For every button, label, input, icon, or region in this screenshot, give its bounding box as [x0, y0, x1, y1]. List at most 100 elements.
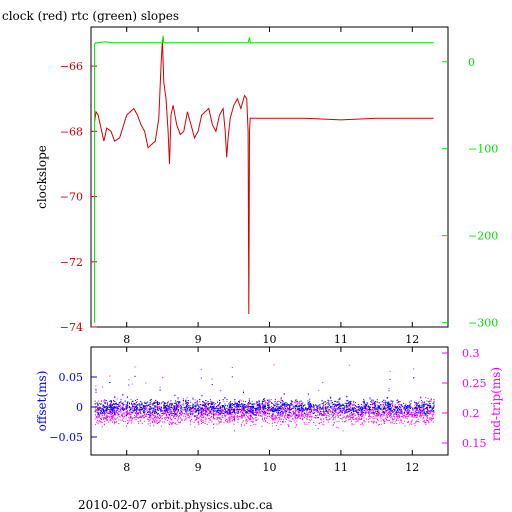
scatter-point: [139, 411, 141, 413]
scatter-point: [280, 418, 282, 420]
scatter-point: [202, 413, 204, 415]
scatter-point: [154, 417, 156, 419]
scatter-point: [363, 420, 365, 422]
scatter-point: [145, 415, 146, 417]
scatter-point: [365, 404, 367, 406]
scatter-point: [347, 400, 349, 402]
scatter-point: [389, 415, 391, 417]
scatter-point: [235, 406, 237, 408]
scatter-point: [308, 412, 310, 413]
scatter-point: [154, 401, 156, 403]
scatter-point: [123, 412, 125, 414]
scatter-point: [300, 400, 302, 402]
scatter-point: [231, 409, 232, 411]
scatter-point: [401, 404, 403, 406]
scatter-point: [406, 418, 408, 420]
scatter-point: [177, 398, 179, 400]
scatter-point: [267, 407, 269, 409]
scatter-point: [211, 413, 213, 415]
scatter-point: [217, 409, 219, 411]
scatter-point: [393, 410, 395, 412]
scatter-point: [339, 410, 341, 412]
scatter-point: [272, 409, 274, 411]
scatter-point: [350, 418, 351, 420]
scatter-point: [284, 415, 286, 416]
scatter-point: [132, 404, 134, 406]
scatter-point: [333, 421, 335, 423]
scatter-point: [341, 409, 343, 411]
scatter-point: [394, 417, 396, 419]
scatter-point: [261, 402, 263, 404]
scatter-point: [166, 409, 168, 411]
scatter-point: [183, 404, 185, 406]
scatter-point: [394, 410, 396, 412]
scatter-point: [213, 405, 215, 407]
scatter-point: [162, 407, 164, 409]
scatter-point: [147, 419, 149, 421]
scatter-point: [259, 415, 261, 416]
scatter-point: [315, 424, 317, 426]
scatter-point: [111, 400, 112, 402]
scatter-point: [396, 420, 398, 422]
scatter-point: [333, 403, 335, 405]
scatter-point: [226, 409, 228, 411]
scatter-point: [330, 417, 332, 419]
scatter-point: [280, 413, 282, 415]
scatter-point: [132, 400, 134, 402]
scatter-point: [328, 400, 330, 402]
scatter-point: [218, 421, 220, 423]
scatter-point: [432, 410, 434, 412]
scatter-point: [203, 404, 205, 406]
scatter-point: [242, 413, 244, 415]
scatter-point: [275, 408, 277, 410]
scatter-point: [198, 416, 200, 418]
top-y-tick-label-right: 0: [468, 56, 475, 69]
scatter-point: [269, 412, 271, 414]
scatter-point: [325, 415, 327, 417]
scatter-point: [100, 410, 102, 412]
scatter-point: [363, 406, 365, 408]
scatter-point: [263, 408, 265, 410]
scatter-point: [154, 402, 155, 404]
scatter-point: [277, 411, 279, 413]
scatter-point: [251, 417, 253, 419]
scatter-point: [125, 414, 127, 416]
scatter-point: [331, 413, 333, 415]
scatter-point: [144, 420, 146, 422]
scatter-point: [201, 423, 202, 425]
scatter-point: [326, 406, 328, 408]
scatter-point: [349, 408, 351, 410]
top-y-axis-label: clockslope: [35, 145, 49, 209]
scatter-point: [139, 416, 141, 418]
scatter-point: [380, 418, 382, 420]
scatter-point: [264, 409, 266, 411]
scatter-point: [292, 404, 294, 406]
scatter-point: [355, 421, 357, 423]
scatter-point: [112, 416, 114, 418]
scatter-point: [374, 407, 376, 409]
scatter-point: [343, 416, 345, 418]
scatter-point: [431, 414, 433, 416]
scatter-point: [257, 409, 259, 411]
scatter-point: [335, 411, 337, 413]
scatter-point: [339, 406, 341, 408]
scatter-point: [258, 415, 260, 417]
scatter-point: [117, 414, 119, 416]
scatter-point: [242, 408, 244, 410]
scatter-point: [396, 409, 398, 411]
scatter-point: [305, 416, 307, 418]
scatter-point: [357, 408, 359, 410]
scatter-point: [248, 415, 250, 417]
scatter-point: [367, 405, 369, 407]
scatter-point: [426, 415, 428, 417]
scatter-point: [136, 402, 137, 404]
scatter-point: [179, 409, 181, 411]
scatter-point: [397, 416, 399, 417]
scatter-point: [411, 414, 413, 416]
scatter-point: [397, 399, 399, 401]
scatter-point: [277, 420, 279, 422]
scatter-point: [292, 406, 294, 408]
scatter-point: [396, 423, 398, 425]
scatter-point: [358, 417, 360, 419]
scatter-point: [339, 404, 341, 406]
